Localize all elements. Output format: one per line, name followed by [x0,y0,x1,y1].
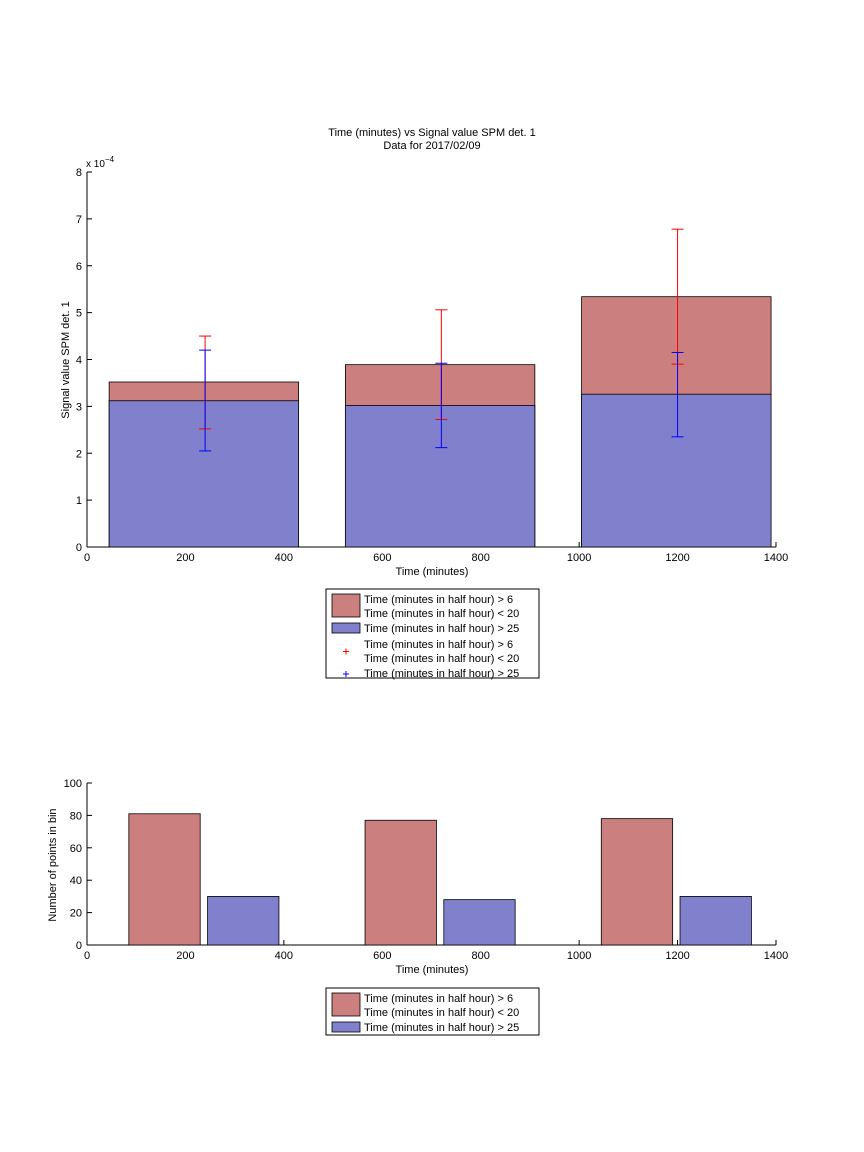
legend-label: Time (minutes in half hour) > 25 [364,668,519,680]
y-tick-label: 1 [76,495,82,507]
y-tick-label: 100 [64,778,82,790]
signal-bars [108,296,772,548]
legend-label: Time (minutes in half hour) < 20 [364,608,519,620]
y-tick-label: 20 [70,908,82,920]
bar [364,819,437,946]
y-tick-label: 0 [76,542,82,554]
y-tick-label: 0 [76,940,82,952]
x-tick-label: 0 [84,950,90,962]
y-tick-label: 7 [76,214,82,226]
legend-label: Time (minutes in half hour) < 20 [364,653,519,665]
legend-swatch [331,992,361,1017]
x-axis-label: Time (minutes) [396,964,469,976]
y-exponent-label: x 10−4 [86,155,115,170]
x-tick-label: 400 [275,950,293,962]
count-axes: 0 200 400 600 800 1000 1200 1400 0 20 40 60 80 100 [64,778,789,962]
y-tick-label: 4 [76,355,82,367]
y-tick-label: 40 [70,875,82,887]
legend-label: Time (minutes in half hour) > 6 [364,594,513,606]
count-bars [128,813,752,946]
legend-box [325,588,540,679]
legend-label: Time (minutes in half hour) > 25 [364,623,519,635]
signal-errorbars [199,228,684,452]
y-exponent-power: −4 [105,155,115,164]
bar [108,400,300,548]
y-tick-label: 8 [76,167,82,179]
legend-label: Time (minutes in half hour) < 20 [364,1007,519,1019]
x-tick-label: 1200 [665,552,689,564]
signal-legend: Time (minutes in half hour) > 6 Time (min… [325,588,540,680]
x-tick-label: 600 [373,552,391,564]
chart-subtitle: Data for 2017/02/09 [383,140,480,152]
bar [344,405,536,548]
bar [128,813,201,946]
y-axis-label: Number of points in bin [47,808,59,921]
bar [679,896,752,946]
x-tick-label: 600 [373,950,391,962]
x-axis-label: Time (minutes) [396,566,469,578]
count-legend: Time (minutes in half hour) > 6 Time (min… [325,987,540,1036]
x-tick-label: 1000 [567,950,591,962]
legend-swatch [331,622,361,634]
legend-label: Time (minutes in half hour) > 6 [364,993,513,1005]
chart-title: Time (minutes) vs Signal value SPM det. … [328,127,535,139]
legend-box [325,987,540,1036]
x-tick-label: 1400 [764,950,788,962]
x-tick-label: 400 [275,552,293,564]
x-tick-label: 200 [176,950,194,962]
y-tick-label: 6 [76,261,82,273]
y-exponent-base: x 10 [86,159,105,170]
y-tick-label: 2 [76,448,82,460]
y-axis-label: Signal value SPM det. 1 [60,301,72,418]
legend-swatch [331,593,361,618]
bar [581,393,772,548]
x-tick-label: 1000 [567,552,591,564]
y-tick-label: 80 [70,810,82,822]
signal-chart: Time (minutes) vs Signal value SPM det. … [60,127,788,680]
bar [443,899,516,946]
count-chart: 0 200 400 600 800 1000 1200 1400 0 20 40 60 80 100 Ti… [47,778,789,1036]
x-tick-label: 0 [84,552,90,564]
bar [207,896,280,946]
x-tick-label: 1400 [764,552,788,564]
legend-label: Time (minutes in half hour) > 25 [364,1022,519,1034]
x-tick-label: 1200 [665,950,689,962]
y-tick-label: 3 [76,401,82,413]
legend-label: Time (minutes in half hour) > 6 [364,639,513,651]
y-tick-label: 60 [70,843,82,855]
x-tick-label: 800 [472,950,490,962]
x-tick-label: 800 [472,552,490,564]
x-tick-label: 200 [176,552,194,564]
y-tick-label: 5 [76,308,82,320]
bar [600,818,674,946]
legend-swatch [331,1021,361,1033]
